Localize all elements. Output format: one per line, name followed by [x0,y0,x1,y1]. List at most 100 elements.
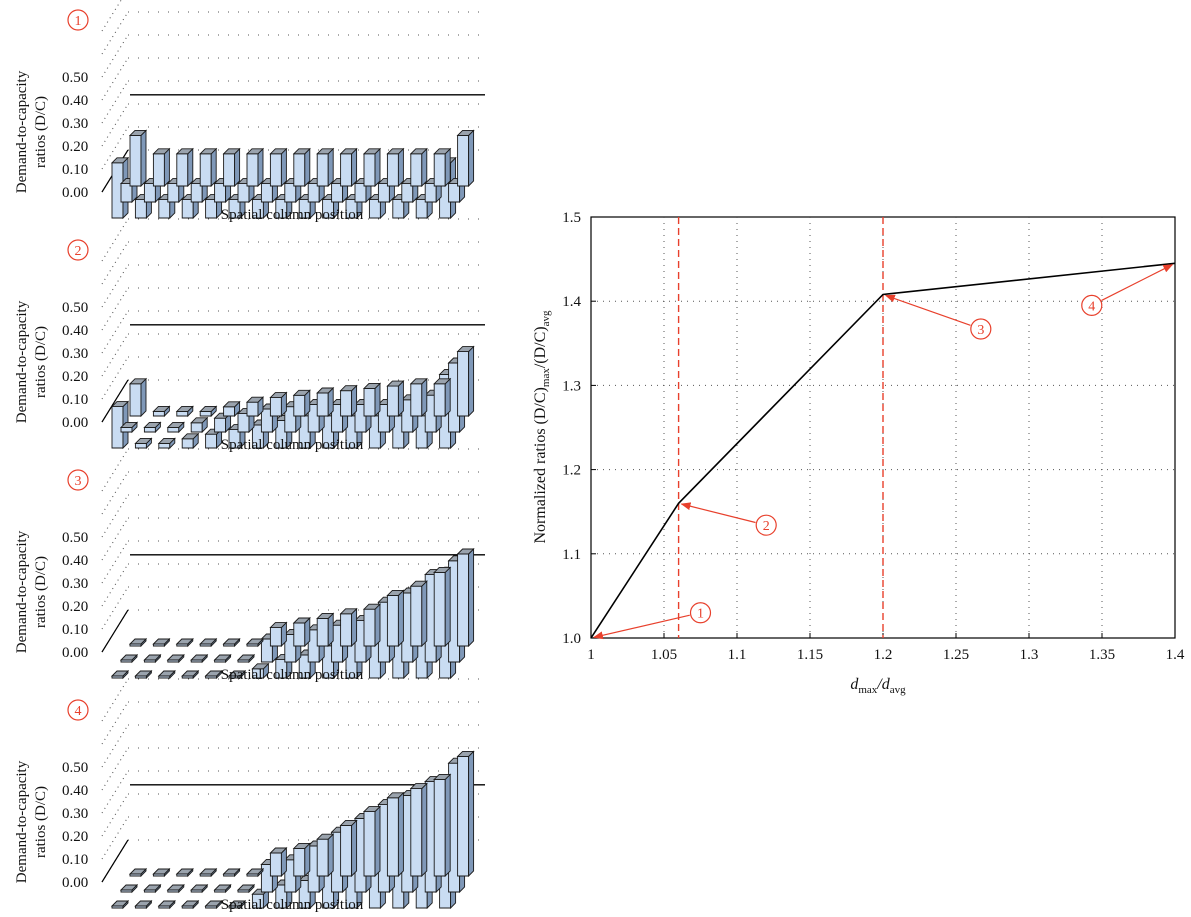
bar-front [223,153,236,187]
x-axis-label: Spatial column position [221,437,364,453]
series-line [590,262,1176,639]
annotation-label: 1 [697,607,704,622]
bar-front [199,153,212,187]
bar-front [223,406,236,417]
bar-side [327,147,334,188]
y-tick-label: 0.30 [62,116,88,132]
bar-front [293,847,306,877]
bar-top [222,638,241,645]
bar-top [152,405,171,412]
bar-top [292,148,311,155]
bar-front [158,442,171,449]
bar-side [280,147,287,188]
bar-top [128,638,148,645]
bar-top [292,617,311,624]
bar [456,750,475,878]
bar-top [119,421,139,428]
bar-side [468,345,475,418]
y-tick-label: 0.50 [62,530,88,546]
bar-top [143,421,162,428]
bar [269,846,288,878]
bar-front [293,622,306,647]
y-axis-label-line1: Demand-to-capacity [14,760,30,883]
y-axis-label-line1: Demand-to-capacity [14,300,30,423]
depth-gridline [101,356,129,400]
bar-top [409,378,428,385]
bar-top [386,148,405,155]
bar [128,129,148,188]
y-tick-label: 0.10 [62,852,88,868]
bar [433,147,452,188]
bar-front [457,351,470,417]
bar-front [433,778,446,877]
bar-top [175,868,194,875]
y-axis-label-line2: ratios (D/C) [33,96,49,168]
bar-top [227,670,247,677]
bar [316,386,335,418]
annotation-2: 2 [680,502,777,536]
bar [110,899,130,910]
bar-top [362,603,382,610]
bar-top [152,148,171,155]
bar [119,883,139,894]
line-chart: 1 1.05 1.1 1.15 1.2 1.25 1.3 1.35 1.4 1.0 1.1 1.2 1.… [532,210,1185,696]
bar-front [269,153,282,187]
bar [152,147,171,188]
bar-side [210,147,217,188]
annotation-badge [689,602,712,624]
bar-front [176,410,189,417]
y-tick-label: 0.30 [62,576,88,592]
annotation-arrow [884,294,971,326]
bar [409,580,428,648]
bar-front [199,410,212,417]
badge-label: 4 [75,704,82,719]
bar [181,899,200,910]
annotation-arrow [1101,264,1174,301]
bar-top [456,548,475,555]
bar-front [316,617,329,647]
panel-3: 0.00 0.10 0.20 0.30 0.40 0.50 Demand-to-capaci… [14,448,488,683]
bar [236,653,256,664]
bar [119,421,139,434]
bar [166,653,185,664]
x-axis-title: dmax/davg [850,676,906,696]
bar-front [457,134,470,187]
bar [175,637,194,648]
bar-top [128,868,148,875]
bar-front [152,410,165,417]
x-title-sub2: avg [890,684,906,696]
depth-gridline [101,57,129,101]
bar [433,377,452,418]
bar-top [245,638,265,645]
y-tick-label: 0.00 [62,185,88,201]
bar-top [119,884,139,891]
bar-side [374,147,381,188]
panel-badge: 3 [67,469,89,491]
bar-top [190,654,209,661]
bar-front [433,153,446,187]
bar-front [152,153,165,187]
bar-side [304,147,311,188]
y-title-mid: /(D/C) [532,326,549,368]
depth-gridline [101,816,129,860]
badge-label: 2 [75,244,82,259]
bar-top [339,819,358,826]
bar-top [409,580,428,587]
bar-front [316,392,329,417]
y-tick-label: 1.1 [562,547,581,563]
y-tick-label: 1.0 [562,631,581,647]
bar-top [339,385,358,392]
bar [134,669,153,680]
bar-top [456,129,475,136]
bar [199,405,218,418]
y-tick-label: 1.3 [562,378,581,394]
bar-top [362,148,382,155]
annotation-label: 3 [977,323,984,338]
bar-top [119,654,139,661]
bar [157,669,176,680]
bar-top [269,622,288,629]
bar-top [292,389,311,396]
bar [245,396,265,418]
bar-side [304,842,311,878]
annotation-4: 4 [1081,264,1174,317]
